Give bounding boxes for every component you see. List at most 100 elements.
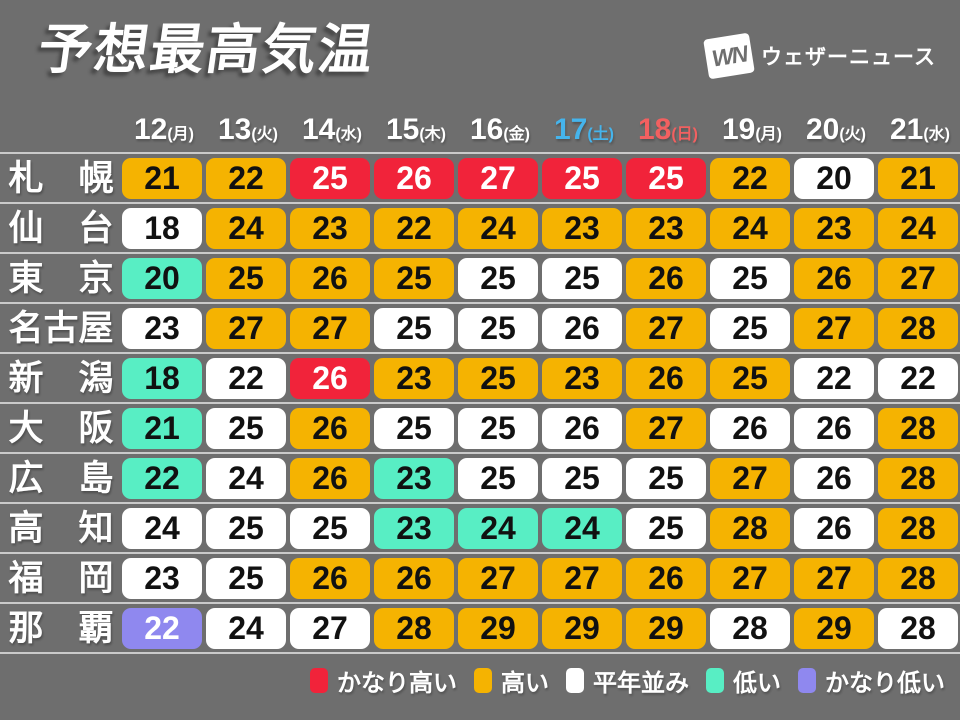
date-weekday: (水) — [335, 126, 363, 143]
temp-cell: 26 — [542, 307, 622, 349]
temp-cell: 27 — [542, 557, 622, 599]
legend-swatch-low — [706, 668, 724, 693]
temp-cell: 25 — [206, 507, 286, 549]
temp-cell: 26 — [290, 457, 370, 499]
date-weekday: (金) — [503, 126, 531, 143]
temp-cell: 22 — [794, 357, 874, 399]
table-row-仙台: 仙 台 18 24 23 22 24 23 23 24 23 24 — [0, 202, 960, 252]
date-header-18: 18(日) — [626, 112, 710, 153]
temp-cell: 26 — [290, 257, 370, 299]
temp-cell: 25 — [206, 407, 286, 449]
table-row-那覇: 那 覇 22 24 27 28 29 29 29 28 29 28 — [0, 602, 960, 652]
temp-cell: 23 — [542, 357, 622, 399]
temp-cell: 23 — [374, 507, 454, 549]
temp-cell: 27 — [290, 307, 370, 349]
weathernews-logo-text: ウェザーニュース — [761, 46, 936, 69]
temp-cell: 28 — [878, 457, 958, 499]
temp-cell: 23 — [122, 307, 202, 349]
temp-cell: 26 — [290, 557, 370, 599]
date-header-row: 12(月) 13(火) 14(水) 15(木) 16(金) 17(土) 18(日) 19(月)… — [122, 112, 960, 153]
temp-cell: 26 — [626, 257, 706, 299]
date-day: 17 — [553, 113, 588, 146]
temp-cell: 23 — [794, 207, 874, 249]
temp-cell: 25 — [374, 407, 454, 449]
temp-cell: 26 — [626, 557, 706, 599]
legend-swatch-high — [474, 668, 492, 693]
city-label-東京: 東 京 — [8, 258, 114, 298]
table-row-大阪: 大 阪 21 25 26 25 25 26 27 26 26 28 — [0, 402, 960, 452]
temp-cell: 26 — [794, 457, 874, 499]
temp-cell: 25 — [626, 157, 706, 199]
legend-swatch-normal — [566, 668, 584, 693]
temp-cell: 28 — [878, 407, 958, 449]
temp-cell: 24 — [710, 207, 790, 249]
temp-cell: 29 — [626, 607, 706, 649]
date-day: 14 — [301, 113, 336, 146]
city-label-名古屋: 名古屋 — [8, 308, 114, 348]
date-header-15: 15(木) — [374, 112, 458, 153]
date-header-13: 13(火) — [206, 112, 290, 153]
temp-cell: 22 — [878, 357, 958, 399]
legend-item-very_high: かなり高い — [310, 663, 457, 698]
legend-label: かなり低い — [825, 670, 945, 697]
table-row-東京: 東 京 20 25 26 25 25 25 26 25 26 27 — [0, 252, 960, 302]
temp-cell: 25 — [290, 507, 370, 549]
legend-item-very_low: かなり低い — [798, 663, 945, 698]
temp-cell: 25 — [458, 457, 538, 499]
weathernews-logo: WN ウェザーニュース — [703, 32, 936, 80]
temp-cell: 20 — [794, 157, 874, 199]
temp-cell: 22 — [122, 457, 202, 499]
temp-cell: 24 — [458, 507, 538, 549]
city-label-那覇: 那 覇 — [8, 608, 114, 648]
temp-cell: 22 — [206, 357, 286, 399]
date-header-12: 12(月) — [122, 112, 206, 153]
temp-cell: 29 — [542, 607, 622, 649]
temp-cell: 21 — [122, 407, 202, 449]
date-day: 19 — [721, 113, 756, 146]
temp-cell: 27 — [626, 407, 706, 449]
date-day: 20 — [805, 113, 840, 146]
temp-cell: 27 — [290, 607, 370, 649]
temp-cell: 27 — [626, 307, 706, 349]
temp-cell: 26 — [794, 257, 874, 299]
temp-cell: 24 — [206, 457, 286, 499]
date-weekday: (月) — [755, 126, 783, 143]
temp-cell: 26 — [374, 157, 454, 199]
temp-cell: 22 — [206, 157, 286, 199]
city-label-新潟: 新 潟 — [8, 358, 114, 398]
table-row-名古屋: 名古屋 23 27 27 25 25 26 27 25 27 28 — [0, 302, 960, 352]
temp-cell: 24 — [878, 207, 958, 249]
temp-cell: 25 — [290, 157, 370, 199]
city-label-仙台: 仙 台 — [8, 208, 114, 248]
table-row-福岡: 福 岡 23 25 26 26 27 27 26 27 27 28 — [0, 552, 960, 602]
date-day: 16 — [469, 113, 504, 146]
legend-swatch-very_high — [310, 668, 328, 693]
temp-cell: 27 — [878, 257, 958, 299]
temp-cell: 25 — [458, 307, 538, 349]
legend-label: 平年並み — [593, 670, 689, 697]
temp-cell: 23 — [542, 207, 622, 249]
date-weekday: (水) — [923, 126, 951, 143]
temp-cell: 26 — [290, 407, 370, 449]
wn-logo-icon: WN — [703, 32, 755, 80]
date-header-16: 16(金) — [458, 112, 542, 153]
temp-cell: 20 — [122, 257, 202, 299]
date-day: 15 — [385, 113, 420, 146]
temp-cell: 25 — [374, 307, 454, 349]
temp-cell: 28 — [878, 507, 958, 549]
temp-cell: 21 — [122, 157, 202, 199]
temp-cell: 26 — [542, 407, 622, 449]
temp-cell: 25 — [542, 257, 622, 299]
temp-cell: 28 — [878, 607, 958, 649]
city-label-広島: 広 島 — [8, 458, 114, 498]
date-weekday: (日) — [671, 126, 699, 143]
city-label-大阪: 大 阪 — [8, 408, 114, 448]
temp-cell: 25 — [458, 257, 538, 299]
legend-label: かなり高い — [337, 670, 457, 697]
temp-cell: 24 — [206, 607, 286, 649]
date-weekday: (土) — [587, 126, 615, 143]
temp-cell: 28 — [878, 557, 958, 599]
date-day: 12 — [133, 113, 168, 146]
temp-cell: 29 — [794, 607, 874, 649]
table-row-新潟: 新 潟 18 22 26 23 25 23 26 25 22 22 — [0, 352, 960, 402]
